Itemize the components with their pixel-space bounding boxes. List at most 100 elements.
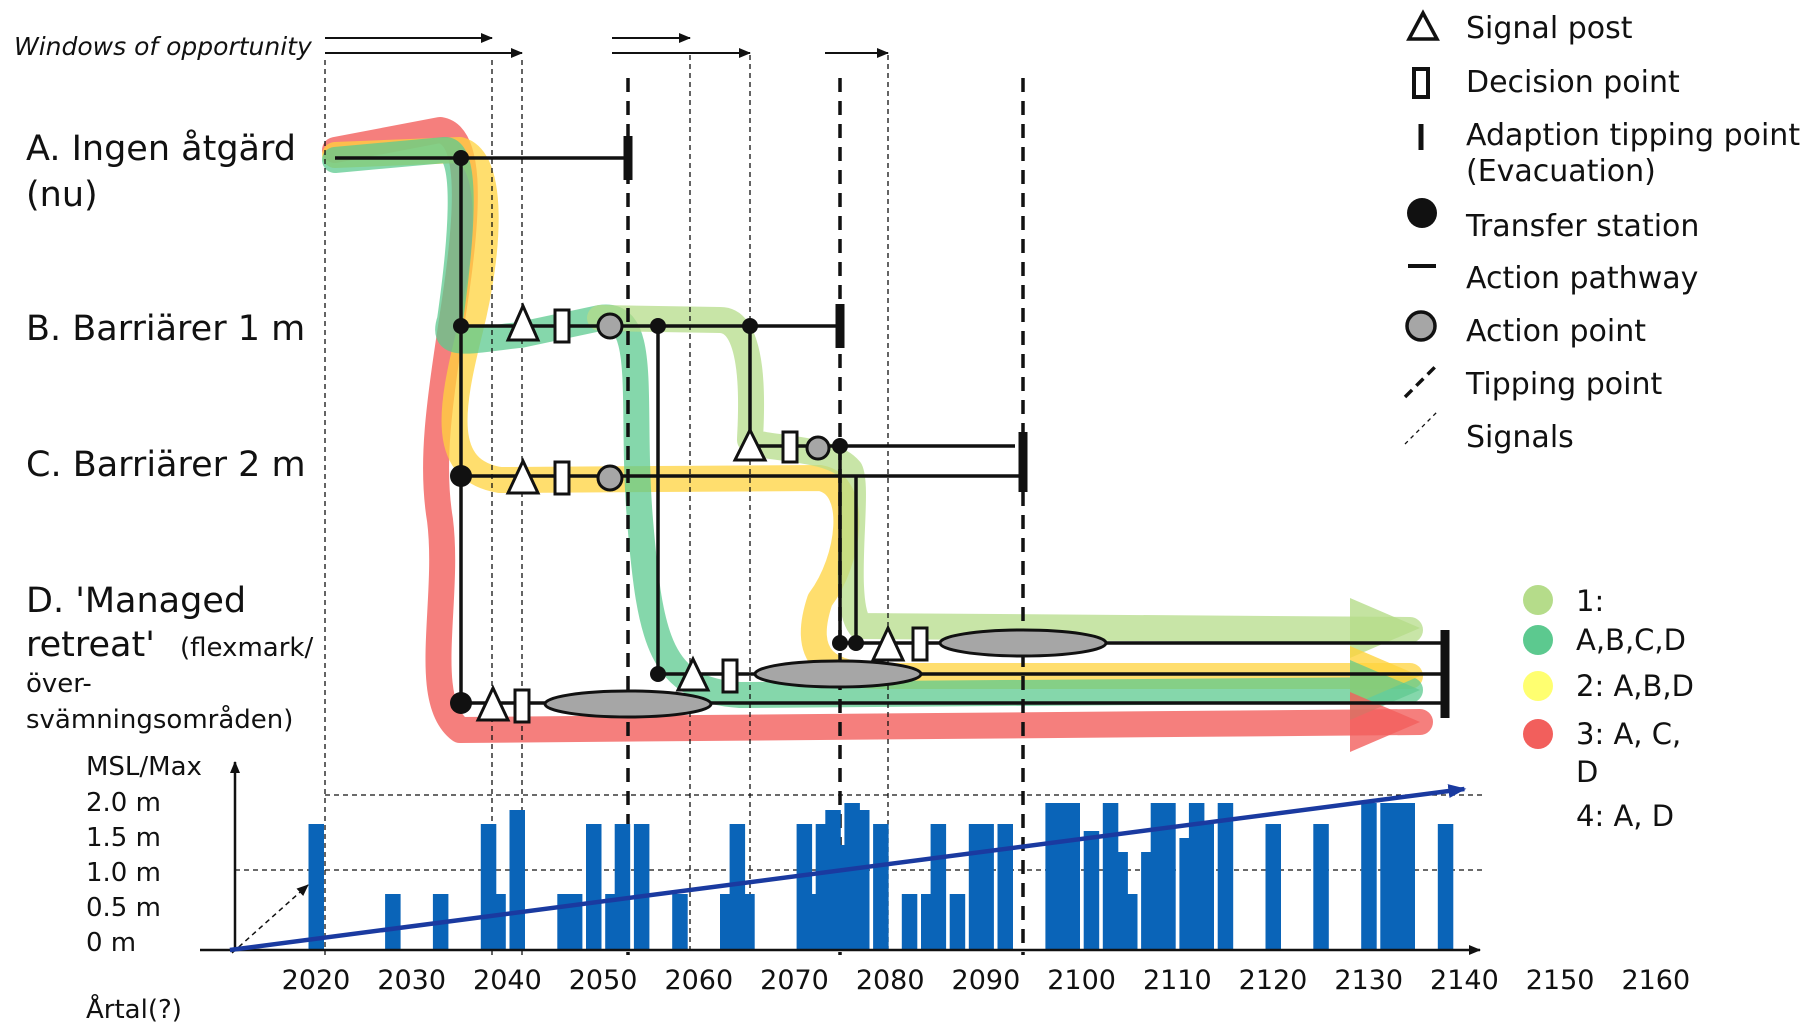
chart-bars [308,803,1454,950]
x-tick-label: 2150 [1526,965,1595,996]
x-axis-label: Årtal(?) [86,993,182,1025]
chart-bar [614,824,631,950]
routes-legend: 1: A,B,C,D 2: A,B,D 3: A, C, D 4: A, D [1523,584,1694,833]
legend-tipping-point: Tipping point [1465,367,1662,402]
chart-bar [1361,803,1377,950]
chart-bar [873,824,889,950]
axis-origin-dashed [231,884,309,954]
chart-bar [1313,824,1329,950]
pathway-label-d-line2: retreat' [26,625,155,665]
pathway-label-d: D. 'Managed [26,581,246,621]
legend-adaption-tipping-point: Adaption tipping point [1466,118,1800,153]
y-tick-label: 1.0 m [86,858,161,888]
pathway-labels: A. Ingen åtgärd (nu) B. Barriärer 1 m C.… [26,128,313,735]
chart-bar [739,894,755,950]
route-legend-1: 1: [1576,584,1604,618]
x-tick-label: 2020 [282,965,351,996]
y-axis-label: MSL/Max [86,752,202,782]
chart-bar [1437,824,1454,950]
route-legend-1-sub: A,B,C,D [1576,623,1686,657]
chart-bar [949,894,966,950]
decision-points [513,308,929,724]
chart-bar [1265,824,1281,950]
route-legend-3: 3: A, C, [1576,717,1681,751]
chart-bar [509,810,525,950]
x-tick-label: 2030 [377,965,446,996]
x-tick-label: 2080 [856,965,925,996]
chart-bar [672,894,688,950]
chart-bar [633,824,650,950]
y-tick-label: 2.0 m [86,788,161,818]
chart-bar [1217,803,1234,950]
route-arrowhead-red [1350,692,1420,752]
window-arrows [325,33,889,58]
chart-bar [1083,831,1100,950]
x-tick-label: 2160 [1621,965,1690,996]
x-tick-label: 2040 [473,965,542,996]
sea-level-chart: MSL/Max 2.0 m 1.5 m 1.0 m 0.5 m 0 m 2020… [86,752,1690,1025]
pathway-label-a-sub: (nu) [26,175,98,215]
pathway-label-d-line2-small: (flexmark/ [180,633,313,663]
legend-transfer-station: Transfer station [1465,209,1699,244]
chart-bar [308,824,324,950]
route-legend-4: 4: A, D [1576,799,1674,833]
action-points [543,312,1108,719]
route-swatch-yellow [1523,671,1553,701]
pathway-label-d-line4: svämningsområden) [26,704,293,735]
x-tick-label: 2070 [760,965,829,996]
pathway-label-d-line3: över- [26,669,92,699]
signal-posts [475,302,906,722]
x-tick-label: 2130 [1334,965,1403,996]
chart-bar [566,894,583,950]
x-tick-labels: 2020 2030 2040 2050 2060 2070 2080 2090 2100 2110… [282,965,1691,996]
chart-bar [1122,894,1138,950]
legend: Signal post Decision point Adaption tipp… [1403,9,1800,455]
chart-bar [997,824,1013,950]
chart-bar [1198,824,1214,950]
diagram-title: Windows of opportunity [14,32,313,61]
route-band-yellow [322,137,1423,689]
grey-circle-icon [1405,310,1437,342]
legend-action-point: Action point [1466,314,1646,349]
adaption-tipping-points [623,136,1450,718]
route-swatch-green [1523,625,1553,655]
chart-bar [586,824,602,950]
y-tick-label: 0.5 m [86,893,161,923]
pathway-label-b: B. Barriärer 1 m [26,309,305,349]
dashed-thick-icon [1403,363,1439,399]
rect-outline-icon [1412,67,1430,99]
x-tick-label: 2060 [664,965,733,996]
pathway-label-a: A. Ingen åtgärd [26,128,296,169]
transfer-stations [450,150,864,714]
legend-action-pathway: Action pathway [1466,261,1698,296]
dashed-thin-icon [1404,411,1438,445]
y-tick-label: 0 m [86,928,136,958]
legend-decision-point: Decision point [1466,65,1680,100]
x-tick-label: 2100 [1047,965,1116,996]
chart-bar [385,894,401,950]
chart-bar [1064,803,1080,950]
chart-bar [1399,803,1415,950]
chart-bar [930,824,947,950]
chart-bar [1160,803,1176,950]
legend-adaption-tipping-point-sub: (Evacuation) [1466,154,1656,189]
chart-bar [978,824,994,950]
legend-signals: Signals [1466,420,1574,455]
pathway-label-c: C. Barriärer 2 m [26,445,306,485]
route-swatch-lightgreen [1523,585,1553,615]
chart-bar [901,894,918,950]
black-dot-icon [1407,198,1437,228]
route-arrowhead-lightgreen [1350,598,1420,658]
route-legend-3-sub: D [1576,755,1598,789]
trend-arrow [229,784,1467,953]
x-tick-label: 2140 [1430,965,1499,996]
x-tick-label: 2050 [569,965,638,996]
y-tick-label: 1.5 m [86,823,161,853]
route-swatch-red [1523,719,1553,749]
x-tick-label: 2120 [1239,965,1308,996]
chart-bar [854,810,870,950]
chart-bar [490,894,506,950]
x-tick-label: 2090 [952,965,1021,996]
route-legend-2: 2: A,B,D [1576,669,1694,703]
